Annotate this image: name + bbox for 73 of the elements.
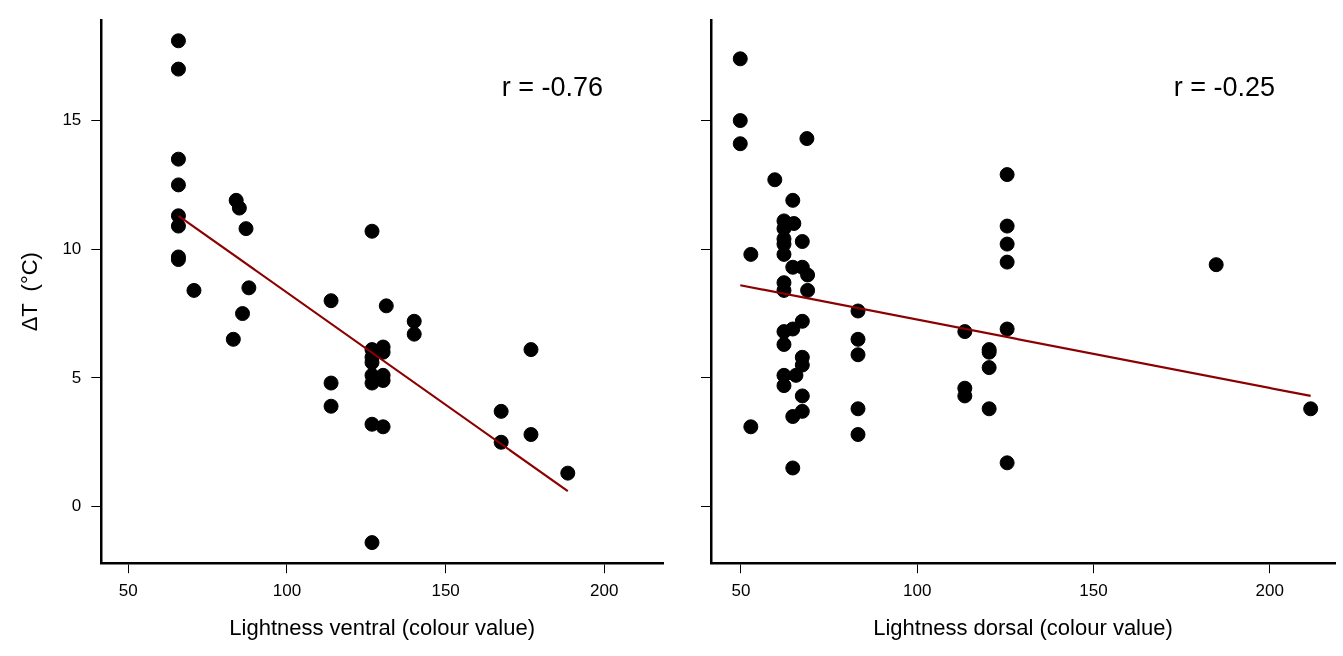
point [1303,401,1319,417]
point [170,61,186,77]
point [364,223,380,239]
point [406,326,422,342]
point [999,254,1015,270]
point [850,331,866,347]
point [850,401,866,417]
point [799,131,815,147]
point [785,409,801,425]
point [170,33,186,49]
point [999,455,1015,471]
point [186,282,202,298]
point [794,234,810,250]
x-tick-label: 50 [118,581,138,601]
point [493,403,509,419]
point [794,388,810,404]
point [850,427,866,443]
point [1208,257,1224,273]
x-tick-label: 200 [1255,581,1284,601]
point [364,535,380,551]
point [788,367,804,383]
point [406,313,422,329]
point [800,267,816,283]
point [999,218,1015,234]
point [776,336,792,352]
point [800,282,816,298]
x-tick-label: 150 [431,581,460,601]
point [323,398,339,414]
annotation: r = -0.25 [1173,71,1275,102]
point [999,321,1015,337]
point [732,136,748,152]
y-axis-title: ΔT (°C) [17,252,43,332]
annotation: r = -0.76 [501,71,603,102]
point [241,280,257,296]
point [785,460,801,476]
point [999,167,1015,183]
point [981,360,997,376]
y-tick-label: 0 [71,496,82,516]
point [732,113,748,129]
x-tick-label: 100 [272,581,302,601]
point [794,313,810,329]
point [850,347,866,363]
point [375,419,391,435]
x-tick-label: 200 [590,581,619,601]
x-axis-title: Lightness dorsal (colour value) [873,614,1173,640]
point [743,419,759,435]
point [170,177,186,193]
x-axis-title: Lightness ventral (colour value) [229,614,536,640]
point [225,331,241,347]
point [523,427,539,443]
point [981,401,997,417]
point [785,192,801,208]
point [523,342,539,358]
point [323,375,339,391]
point [235,306,251,322]
y-tick-label: 10 [62,238,82,258]
point [560,465,576,481]
x-tick-label: 100 [903,581,932,601]
point [231,200,247,216]
point [776,378,792,394]
x-tick-label: 150 [1079,581,1108,601]
point [323,293,339,309]
x-tick-label: 50 [731,581,751,601]
point [378,298,394,314]
point [238,221,254,237]
point [999,236,1015,252]
y-tick-label: 15 [62,110,82,130]
point [743,246,759,262]
point [732,51,748,67]
point [767,172,783,188]
point [170,151,186,167]
y-tick-label: 5 [71,367,82,387]
point [776,324,792,340]
